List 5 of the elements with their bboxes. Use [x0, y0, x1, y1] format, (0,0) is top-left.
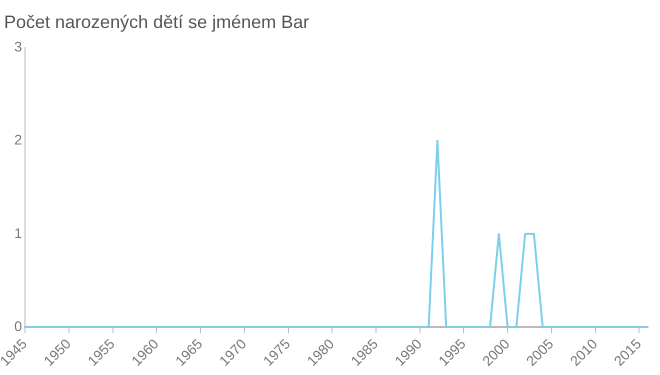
y-tick-label: 0 [14, 318, 22, 334]
chart-title: Počet narozených dětí se jménem Bar [4, 12, 310, 32]
y-tick-label: 3 [14, 38, 22, 54]
y-tick-label: 1 [14, 224, 22, 241]
y-tick-label: 2 [14, 132, 22, 148]
